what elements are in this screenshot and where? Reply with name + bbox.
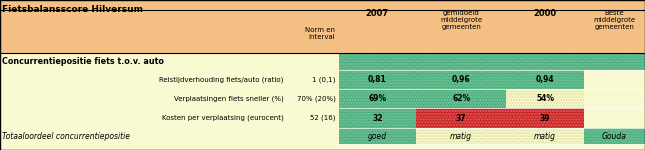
Bar — [506, 89, 584, 108]
Text: 62%: 62% — [452, 94, 470, 103]
Text: Totaaloordeel concurrentiepositie: Totaaloordeel concurrentiepositie — [2, 132, 130, 141]
Text: Gouda: Gouda — [602, 132, 627, 141]
Bar — [339, 53, 645, 70]
Text: Beste
middelgrote
gemeenten: Beste middelgrote gemeenten — [593, 10, 635, 30]
Text: goed: goed — [368, 132, 387, 141]
Bar — [506, 128, 584, 144]
Bar — [584, 70, 645, 89]
Text: matig: matig — [534, 132, 556, 141]
Text: 54%: 54% — [536, 94, 554, 103]
Bar — [339, 128, 416, 144]
Text: Verplaatsingen fiets sneller (%): Verplaatsingen fiets sneller (%) — [174, 96, 284, 102]
Bar — [0, 0, 645, 53]
Bar — [584, 128, 645, 144]
Bar — [506, 70, 584, 89]
Bar — [584, 108, 645, 128]
Text: Norm en
interval: Norm en interval — [305, 27, 335, 39]
Text: 70% (20%): 70% (20%) — [297, 96, 335, 102]
Text: gemiddeld
middelgrote
gemeenten: gemiddeld middelgrote gemeenten — [440, 10, 482, 30]
Bar — [416, 108, 506, 128]
Text: 1 (0,1): 1 (0,1) — [312, 76, 335, 83]
Text: 39: 39 — [540, 114, 550, 123]
Bar — [339, 89, 416, 108]
Bar — [0, 53, 645, 150]
Bar — [584, 89, 645, 108]
Bar — [339, 70, 416, 89]
Text: Fietsbalansscore Hilversum: Fietsbalansscore Hilversum — [2, 5, 143, 14]
Text: 2007: 2007 — [366, 9, 389, 18]
Text: Kosten per verplaatsing (eurocent): Kosten per verplaatsing (eurocent) — [162, 115, 284, 121]
Text: 2000: 2000 — [533, 9, 557, 18]
Bar — [506, 108, 584, 128]
Text: 52 (16): 52 (16) — [310, 115, 335, 121]
Bar — [416, 128, 506, 144]
Bar — [416, 70, 506, 89]
Bar — [416, 89, 506, 108]
Text: 32: 32 — [372, 114, 382, 123]
Text: Concurrentiepositie fiets t.o.v. auto: Concurrentiepositie fiets t.o.v. auto — [2, 57, 164, 66]
Text: 0,81: 0,81 — [368, 75, 387, 84]
Text: Reistijdverhouding fiets/auto (ratio): Reistijdverhouding fiets/auto (ratio) — [159, 76, 284, 83]
Text: 0,94: 0,94 — [536, 75, 554, 84]
Text: 69%: 69% — [368, 94, 386, 103]
Text: 37: 37 — [456, 114, 466, 123]
Text: matig: matig — [450, 132, 472, 141]
Text: 0,96: 0,96 — [452, 75, 470, 84]
Bar — [339, 108, 416, 128]
